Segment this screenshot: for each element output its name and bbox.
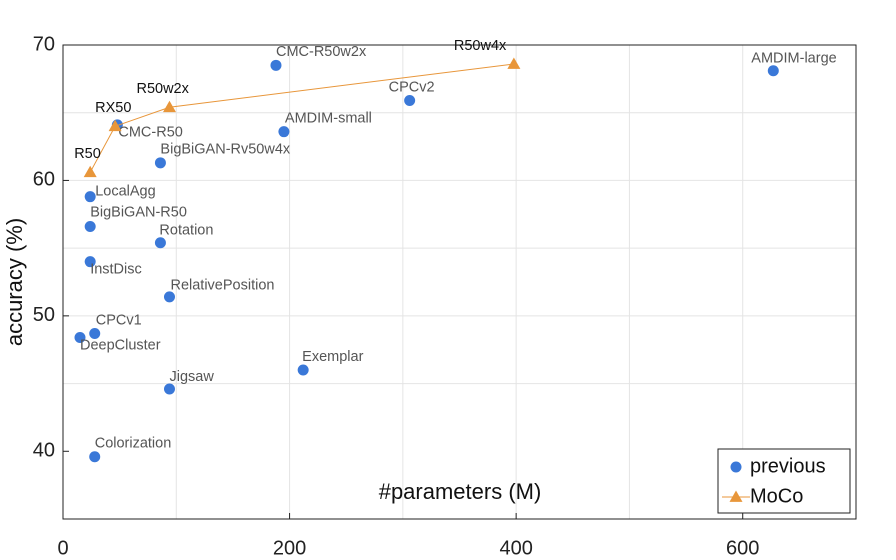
point xyxy=(154,157,166,169)
point xyxy=(74,332,86,344)
point xyxy=(163,291,175,303)
point xyxy=(89,327,101,339)
point-label: AMDIM-large xyxy=(751,51,836,67)
point-label: LocalAgg xyxy=(95,184,155,200)
point xyxy=(84,220,96,232)
point-label: CMC-R50w2x xyxy=(276,44,367,60)
y-tick-label: 60 xyxy=(33,169,55,191)
point-label: R50w2x xyxy=(136,81,189,97)
point-label: RelativePosition xyxy=(170,278,274,294)
legend-box xyxy=(717,448,851,514)
point-label: AMDIM-small xyxy=(285,111,372,127)
point-label: CPCv1 xyxy=(96,312,142,328)
point-label: Rotation xyxy=(159,223,213,239)
point xyxy=(270,59,282,71)
point-label: DeepCluster xyxy=(80,337,161,353)
point xyxy=(108,119,122,132)
y-tick-label: 70 xyxy=(33,33,55,55)
y-tick-label: 40 xyxy=(33,440,55,462)
point-label: R50w4x xyxy=(454,38,507,54)
point xyxy=(163,383,175,395)
point-label: RX50 xyxy=(95,100,131,116)
y-axis-label: accuracy (%) xyxy=(2,218,27,346)
x-tick-label: 400 xyxy=(499,537,532,559)
line xyxy=(89,63,514,173)
legend-label: MoCo xyxy=(750,485,803,507)
point-label: BigBiGAN-Rv50w4x xyxy=(160,142,290,158)
point xyxy=(83,165,97,178)
legend-marker xyxy=(729,490,743,502)
point-label: InstDisc xyxy=(90,262,142,278)
point xyxy=(89,451,101,463)
x-tick-label: 600 xyxy=(726,537,759,559)
point-label: CMC-R50 xyxy=(118,125,182,141)
point xyxy=(507,57,521,69)
point xyxy=(404,95,416,107)
plot-frame xyxy=(62,44,857,520)
point-label: CPCv2 xyxy=(389,79,435,95)
point xyxy=(154,237,166,249)
x-axis-label: #parameters (M) xyxy=(379,479,542,504)
point-label: Jigsaw xyxy=(169,369,214,385)
point xyxy=(162,100,176,113)
legend-label: previous xyxy=(750,455,826,477)
point-label: Exemplar xyxy=(302,349,363,365)
point xyxy=(297,364,309,376)
y-tick-label: 50 xyxy=(33,304,55,326)
x-tick-label: 200 xyxy=(273,537,306,559)
point xyxy=(767,65,779,77)
point xyxy=(84,256,96,268)
point-label: R50 xyxy=(74,146,101,162)
x-tick-label: 0 xyxy=(57,537,68,559)
legend-marker xyxy=(730,461,742,473)
point-label: Colorization xyxy=(95,436,172,452)
point xyxy=(84,191,96,203)
point-label: BigBiGAN-R50 xyxy=(90,204,187,220)
point xyxy=(278,126,290,138)
